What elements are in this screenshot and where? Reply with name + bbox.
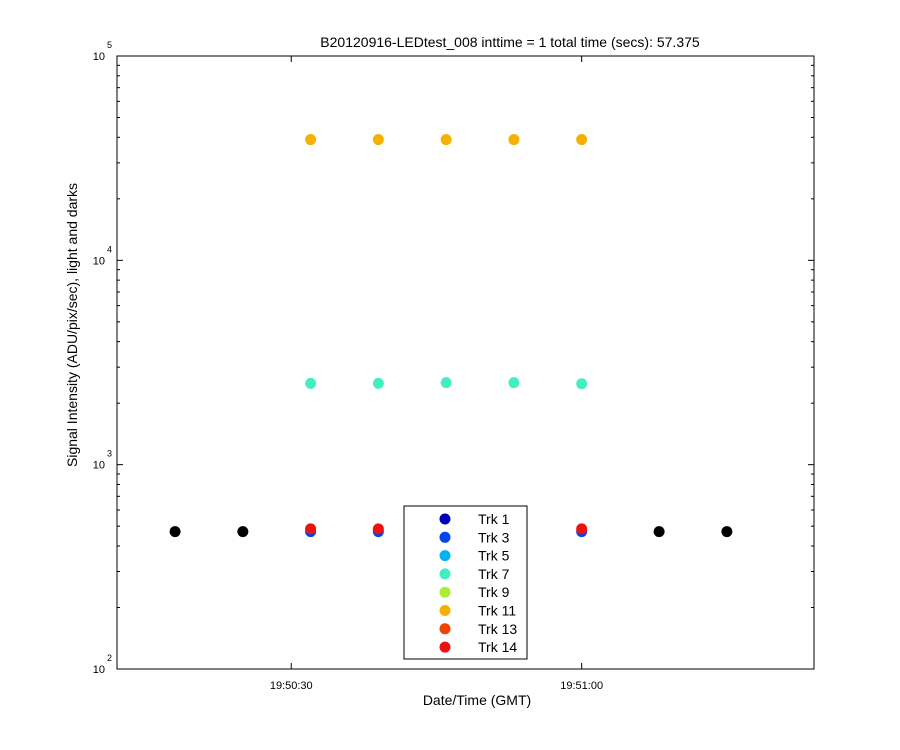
legend-marker xyxy=(439,605,451,616)
x-axis: 19:50:30 19:51:00 xyxy=(270,56,603,692)
y-tick-label: 10 xyxy=(93,255,105,267)
data-point xyxy=(372,134,384,146)
legend-marker xyxy=(439,623,451,635)
data-point xyxy=(440,377,452,389)
legend-marker xyxy=(439,586,451,598)
y-tick-exponent: 4 xyxy=(107,244,112,254)
data-point xyxy=(237,526,249,538)
legend-label: Trk 14 xyxy=(478,639,517,655)
legend-label: Trk 11 xyxy=(478,603,516,619)
data-points xyxy=(169,134,733,538)
y-tick-exponent: 3 xyxy=(107,449,112,459)
legend-label: Trk 5 xyxy=(478,548,510,564)
data-point xyxy=(653,526,665,538)
legend-label: Trk 1 xyxy=(478,511,510,527)
legend-label: Trk 13 xyxy=(478,621,517,637)
data-point xyxy=(305,377,317,389)
y-tick-exponent: 2 xyxy=(107,653,112,663)
data-point xyxy=(440,134,452,146)
y-tick-label: 10 xyxy=(93,460,105,472)
legend-box xyxy=(403,505,528,660)
data-point xyxy=(305,523,317,535)
x-axis-label: Date/Time (GMT) xyxy=(423,692,531,708)
legend-marker xyxy=(439,568,451,580)
data-point xyxy=(508,134,520,146)
legend-marker xyxy=(439,641,451,653)
data-point xyxy=(721,526,733,538)
y-axis-label: Signal Intensity (ADU/pix/sec), light an… xyxy=(64,183,80,467)
chart-title: B20120916-LEDtest_008 inttime = 1 total … xyxy=(320,34,700,50)
y-tick-exponent: 5 xyxy=(107,40,112,50)
data-point xyxy=(372,523,384,535)
data-point xyxy=(508,377,520,389)
x-tick-label: 19:51:00 xyxy=(560,680,603,692)
legend-label: Trk 7 xyxy=(478,566,510,582)
data-point xyxy=(576,378,588,390)
data-point xyxy=(372,377,384,389)
legend-marker xyxy=(439,550,451,562)
data-point xyxy=(576,134,588,146)
data-point xyxy=(576,523,588,535)
legend: Trk 1 Trk 3 Trk 5 Trk 7 Trk 9 Trk 11 Trk 13 Trk… xyxy=(403,505,528,660)
data-point xyxy=(305,134,317,146)
legend-marker xyxy=(439,513,451,525)
y-tick-label: 10 xyxy=(93,664,105,676)
y-tick-label: 10 xyxy=(93,51,105,63)
x-tick-label: 19:50:30 xyxy=(270,680,313,692)
legend-label: Trk 3 xyxy=(478,529,510,545)
data-point xyxy=(169,526,181,538)
legend-label: Trk 9 xyxy=(478,584,510,600)
legend-marker xyxy=(439,531,451,543)
